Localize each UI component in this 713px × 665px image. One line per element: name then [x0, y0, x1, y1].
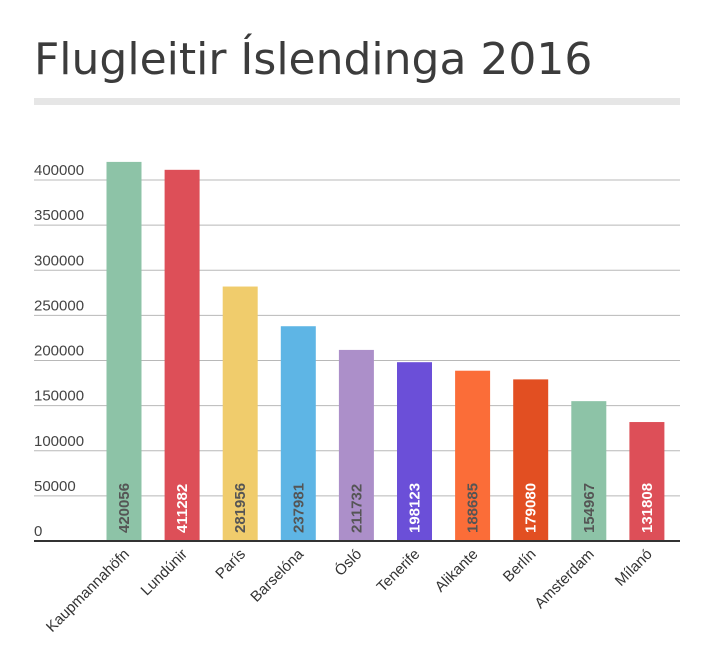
x-tick-label: Tenerife	[374, 546, 424, 596]
bar	[280, 326, 316, 541]
data-label: 198123	[407, 483, 424, 533]
data-label: 237981	[290, 483, 307, 533]
y-tick-label: 300000	[34, 252, 84, 269]
bar	[164, 169, 200, 541]
x-tick-label: Barselóna	[247, 545, 307, 605]
title-divider	[34, 98, 680, 105]
y-tick-label: 350000	[34, 207, 84, 224]
x-tick-label: Lundúnir	[138, 546, 191, 599]
x-tick-label: Kaupmannahöfn	[43, 546, 133, 636]
y-tick-label: 100000	[34, 433, 84, 450]
y-tick-label: 0	[34, 523, 42, 540]
data-label: 188685	[465, 483, 482, 533]
data-label: 420056	[116, 483, 133, 533]
bar	[106, 161, 142, 541]
bar	[513, 379, 549, 541]
data-label: 131808	[639, 483, 656, 533]
data-label: 179080	[523, 483, 540, 533]
x-tick-label: Berlín	[500, 546, 540, 586]
data-labels: 420056 411282 281956 237981 211732 198123 1886…	[116, 483, 656, 533]
x-tick-label: Amsterdam	[531, 546, 597, 612]
bar	[571, 401, 607, 541]
x-tick-label: Mílanó	[612, 546, 656, 590]
x-tick-label: París	[212, 546, 249, 583]
data-label: 211732	[348, 484, 365, 533]
bar	[455, 370, 491, 541]
data-label: 154967	[581, 483, 598, 533]
y-tick-label: 200000	[34, 343, 84, 360]
y-tick-label: 150000	[34, 388, 84, 405]
data-label: 281956	[232, 483, 249, 533]
chart-title: Flugleitir Íslendinga 2016	[34, 34, 593, 85]
data-label: 411282	[174, 484, 191, 533]
y-tick-label: 250000	[34, 297, 84, 314]
bars	[106, 161, 665, 541]
bar	[397, 362, 432, 541]
y-axis-ticks: 0 50000 100000 150000 200000 250000 300000 3500…	[34, 162, 84, 540]
bar	[629, 422, 665, 541]
x-tick-label: Alikante	[432, 546, 482, 596]
bar	[338, 349, 374, 541]
x-tick-label: Ósló	[331, 546, 365, 580]
y-tick-label: 400000	[34, 162, 84, 179]
bar	[222, 286, 258, 541]
y-tick-label: 50000	[34, 478, 76, 495]
